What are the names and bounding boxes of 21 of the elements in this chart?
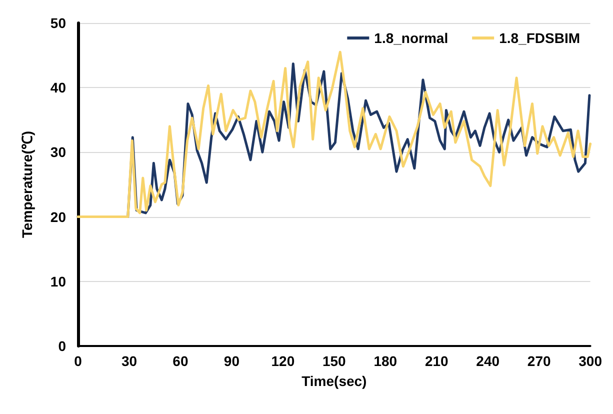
x-tick-label: 300 xyxy=(578,353,602,369)
x-tick-label: 270 xyxy=(527,353,551,369)
x-tick-label: 30 xyxy=(121,353,138,369)
y-tick-label: 50 xyxy=(50,15,66,31)
x-tick-label: 90 xyxy=(224,353,240,369)
y-tick-label: 30 xyxy=(50,144,66,160)
legend-label: 1.8_normal xyxy=(374,30,448,46)
y-tick-label: 0 xyxy=(58,338,66,354)
x-tick-label: 180 xyxy=(374,353,398,369)
x-tick-label: 240 xyxy=(476,353,500,369)
x-tick-label: 120 xyxy=(271,353,295,369)
legend-label: 1.8_FDSBIM xyxy=(499,30,580,46)
x-axis-title: Time(sec) xyxy=(302,373,367,389)
x-tick-label: 210 xyxy=(424,353,449,369)
x-tick-label: 150 xyxy=(322,353,346,369)
y-tick-label: 20 xyxy=(50,208,66,225)
x-tick-label: 0 xyxy=(74,353,82,369)
y-axis-title: Temperature(℃) xyxy=(19,130,35,238)
x-tick-label: 60 xyxy=(172,353,188,369)
y-tick-label: 10 xyxy=(50,273,66,290)
y-tick-label: 40 xyxy=(50,80,66,96)
